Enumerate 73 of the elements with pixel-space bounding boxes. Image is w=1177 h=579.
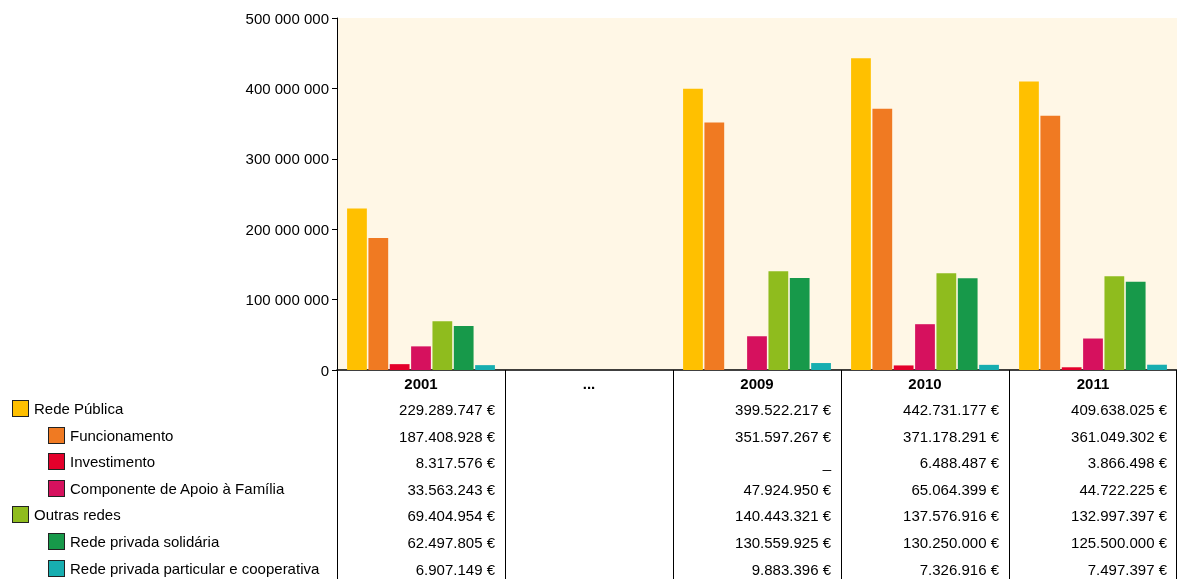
bar [1147,364,1167,370]
bar [704,122,725,370]
data-label: 9.883.396 € [750,560,831,578]
bar [789,278,810,370]
data-label: 130.559.925 € [734,534,831,551]
bar [915,324,935,370]
data-label: 351.597.267 € [734,427,831,445]
bar [747,336,767,370]
bar [936,273,957,370]
x-tick-label: 2001 [404,375,438,392]
bar [475,365,495,370]
bar [811,363,831,370]
legend-label: Investimento [70,453,156,471]
bar [432,321,453,370]
bar [389,364,410,370]
bar [1040,115,1061,370]
data-label: 69.404.954 € [406,507,495,525]
legend-label: Componente de Apoio à Família [70,479,285,497]
y-tick-label: 0 [320,361,329,379]
x-tick-label: 2009 [740,375,774,392]
text: _ [822,454,831,472]
data-label: 130.250.000 € [902,534,999,551]
data-label: 137.576.916 € [902,507,999,525]
bar [1061,367,1082,370]
y-tick-label: 100 000 000 [245,291,329,309]
y-tick-label: 200 000 000 [245,220,329,238]
data-label: 62.497.805 € [406,534,495,551]
data-label: 371.178.291 € [902,427,999,445]
data-label: 3.866.498 € [1086,454,1167,472]
data-label: 6.907.149 € [414,560,495,578]
x-tick-label: 2010 [908,375,942,392]
bar [683,88,703,370]
y-tick-label: 400 000 000 [245,79,329,97]
data-label: 399.522.217 € [734,401,831,418]
bar [872,108,893,370]
legend-label: Rede Pública [34,400,124,417]
data-label: 125.500.000 € [1070,534,1167,551]
y-tick-label: 500 000 000 [245,9,329,27]
bar [851,58,871,370]
data-label: 6.488.487 € [918,454,999,472]
bar [893,365,914,370]
legend-label: Rede privada particular e cooperativa [70,559,320,577]
data-label: 409.638.025 € [1070,401,1167,418]
bar [1083,338,1103,370]
legend-label: Outras redes [34,506,121,524]
data-label: 361.049.302 € [1070,427,1167,445]
legend-label: Rede privada solidária [70,533,220,550]
data-label: 8.317.576 € [414,454,495,472]
data-label: 132.997.397 € [1070,507,1167,525]
data-label: 65.064.399 € [910,480,999,498]
bar [979,364,999,370]
data-label: 7.326.916 € [918,560,999,578]
bar [1104,276,1125,370]
bar [411,346,431,370]
data-label: 7.497.397 € [1086,560,1167,578]
data-label: 442.731.177 € [902,401,999,418]
bar [347,208,367,370]
bar [957,278,978,370]
data-label: 187.408.928 € [398,427,495,445]
bar [1125,281,1146,370]
data-label: 33.563.243 € [406,480,495,498]
legend-label: Funcionamento [70,426,174,444]
data-label: 229.289.747 € [398,401,495,418]
data-label: 140.443.321 € [734,507,831,525]
y-tick-label: 300 000 000 [245,150,329,168]
bar [1019,81,1039,370]
x-tick-label: 2011 [1076,375,1110,392]
x-tick-label: ... [582,375,596,392]
bar [768,271,789,370]
bar [368,238,389,370]
bar [453,326,474,370]
data-label: 44.722.225 € [1078,480,1167,498]
data-label: 47.924.950 € [742,480,831,498]
